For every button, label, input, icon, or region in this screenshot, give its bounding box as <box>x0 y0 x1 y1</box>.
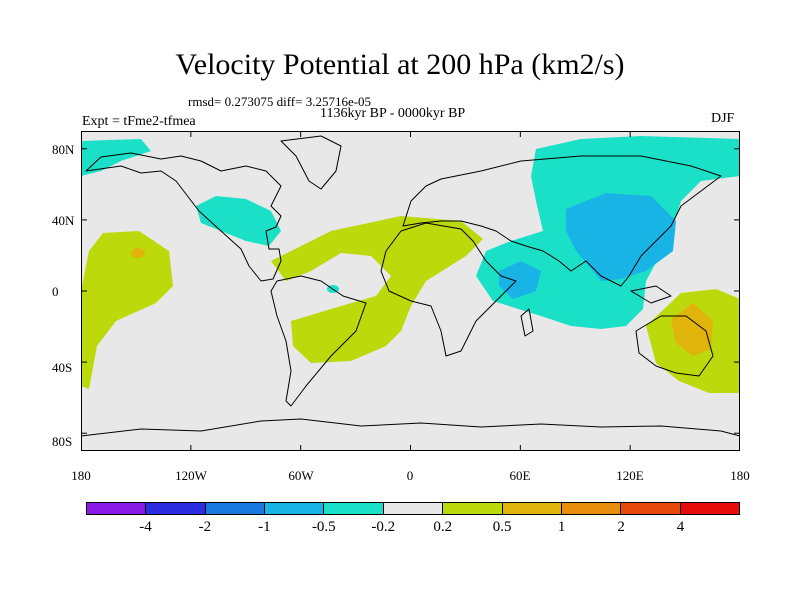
colorbar-label: -1 <box>258 519 271 535</box>
africa-coastline <box>380 222 517 357</box>
velocity-potential-map <box>81 131 740 451</box>
rmsd-diff-label: rmsd= 0.273075 diff= 3.25716e-05 <box>188 94 372 109</box>
colorbar-label: 4 <box>676 519 685 535</box>
colorbar-label: -0.5 <box>311 519 336 535</box>
colorbar-segment <box>383 503 444 514</box>
lon-label-180w: 180 <box>71 468 91 483</box>
positive-anomaly-regions <box>81 216 740 393</box>
colorbar-segment <box>561 503 622 514</box>
colorbar-label: 0.5 <box>492 519 512 535</box>
colorbar-segment <box>443 503 503 514</box>
lon-label-180e: 180 <box>730 468 750 483</box>
season-label: DJF <box>711 111 735 126</box>
colorbar-label: -4 <box>139 519 152 535</box>
atlantic-africa-positive-region <box>271 216 483 363</box>
lon-label-120e: 120E <box>616 468 644 483</box>
madagascar-coastline <box>520 308 534 337</box>
colorbar-segment <box>680 503 739 514</box>
lon-label-60e: 60E <box>509 468 531 483</box>
north-america-negative-region <box>196 196 281 246</box>
plot-title: Velocity Potential at 200 hPa (km2/s) <box>175 48 625 81</box>
colorbar-segment <box>621 503 681 514</box>
colorbar-segment <box>146 503 206 514</box>
antarctica-coastline <box>81 418 740 437</box>
colorbar-segment <box>324 503 384 514</box>
south-america-coastline <box>270 275 367 407</box>
map-ticks <box>81 131 740 451</box>
north-america-coastline <box>85 152 282 282</box>
lat-label-0: 0 <box>52 284 59 299</box>
north-pacific-negative-region <box>81 139 151 176</box>
lat-label-80n: 80N <box>52 142 75 157</box>
colorbar-label: -2 <box>198 519 212 535</box>
indian-ocean-moderate-negative-core <box>499 261 541 299</box>
lat-label-80s: 80S <box>52 434 73 449</box>
colorbar-label: 0.2 <box>433 519 453 535</box>
experiment-label: Expt = tFme2-tfmea <box>82 114 196 129</box>
lon-label-120w: 120W <box>175 468 207 483</box>
indonesia-coastline <box>630 285 672 304</box>
coastlines <box>81 135 740 437</box>
colorbar-label: -0.2 <box>371 519 396 535</box>
greenland-coastline <box>280 135 342 190</box>
lon-label-60w: 60W <box>288 468 314 483</box>
colorbar-segment <box>87 503 147 514</box>
pacific-positive-core <box>131 248 145 258</box>
east-asia-moderate-negative-core <box>566 193 676 281</box>
colorbar-label: 2 <box>617 519 625 535</box>
negative-anomaly-regions <box>81 136 740 329</box>
colorbar-segment <box>205 503 266 514</box>
lat-label-40s: 40S <box>52 360 73 375</box>
period-label: 1136kyr BP - 0000kyr BP <box>320 106 466 121</box>
colorbar-label: 1 <box>557 519 566 535</box>
australia-coastline <box>635 315 714 377</box>
colorbar <box>86 502 740 515</box>
lon-label-0: 0 <box>406 468 414 483</box>
lat-label-40n: 40N <box>52 213 75 228</box>
eurasia-coastline <box>402 155 722 287</box>
central-pacific-positive-region <box>81 231 173 389</box>
colorbar-segment <box>265 503 325 514</box>
colorbar-segment <box>502 503 562 514</box>
